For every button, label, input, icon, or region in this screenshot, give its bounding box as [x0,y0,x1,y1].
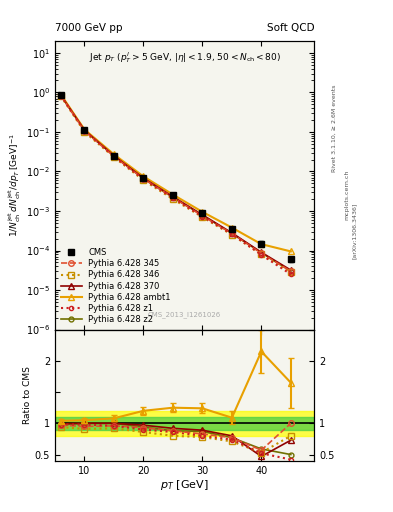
Text: Jet $p_T$ ($p_T^l$$>$5 GeV, $|\eta|$$<$1.9, 50$<N_\mathrm{ch}<$80): Jet $p_T$ ($p_T^l$$>$5 GeV, $|\eta|$$<$1… [89,50,281,65]
Y-axis label: Ratio to CMS: Ratio to CMS [23,366,32,424]
Text: 7000 GeV pp: 7000 GeV pp [55,23,123,33]
Text: mcplots.cern.ch: mcplots.cern.ch [344,169,349,220]
Text: [arXiv:1306.3436]: [arXiv:1306.3436] [352,202,357,259]
Legend: CMS, Pythia 6.428 345, Pythia 6.428 346, Pythia 6.428 370, Pythia 6.428 ambt1, P: CMS, Pythia 6.428 345, Pythia 6.428 346,… [59,247,173,326]
Y-axis label: $1/N_\mathrm{ch}^\mathrm{jet}\,dN_\mathrm{ch}^\mathrm{jet}/dp_T\,[\mathrm{GeV}]^: $1/N_\mathrm{ch}^\mathrm{jet}\,dN_\mathr… [7,133,23,237]
Text: Soft QCD: Soft QCD [267,23,314,33]
Text: Rivet 3.1.10, ≥ 2.6M events: Rivet 3.1.10, ≥ 2.6M events [332,84,337,172]
Text: CMS_2013_I1261026: CMS_2013_I1261026 [148,311,221,318]
X-axis label: $p_T$ [GeV]: $p_T$ [GeV] [160,478,209,493]
